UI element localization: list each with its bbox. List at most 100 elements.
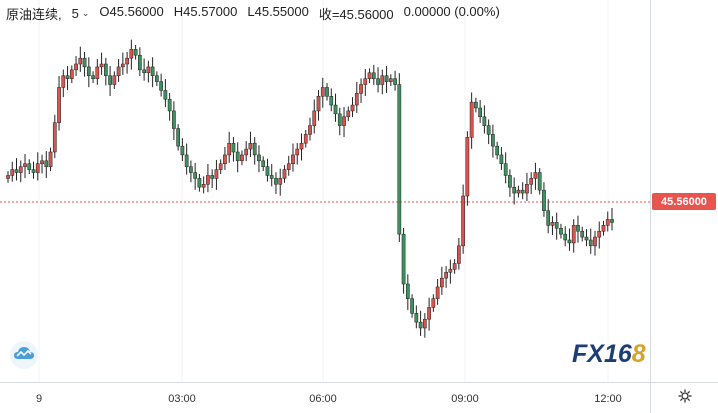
candle bbox=[35, 152, 40, 181]
candle-body bbox=[138, 54, 142, 71]
candle-body bbox=[333, 104, 338, 115]
candle bbox=[163, 78, 168, 108]
candle bbox=[444, 266, 448, 288]
candle bbox=[554, 212, 559, 240]
candle bbox=[257, 145, 261, 173]
time-label-0300: 03:00 bbox=[168, 393, 196, 405]
candle-body bbox=[316, 96, 321, 112]
chevron-down-icon: ⌄ bbox=[81, 8, 90, 18]
symbol-label[interactable]: 原油连续, bbox=[6, 7, 62, 22]
candle bbox=[218, 159, 223, 174]
candle bbox=[401, 227, 406, 294]
candle-body bbox=[69, 69, 74, 79]
candle-body bbox=[478, 107, 482, 118]
chart-type-button[interactable] bbox=[10, 341, 38, 369]
candle bbox=[248, 131, 253, 157]
candle bbox=[427, 297, 431, 331]
candle bbox=[197, 174, 202, 192]
candle-body bbox=[10, 169, 15, 176]
candle bbox=[320, 77, 325, 108]
candle-body bbox=[44, 160, 49, 167]
candle-body bbox=[86, 66, 91, 76]
candle bbox=[448, 259, 453, 284]
candle bbox=[265, 158, 270, 182]
candle bbox=[189, 160, 193, 183]
candle bbox=[529, 172, 534, 194]
candle bbox=[537, 168, 542, 195]
candle bbox=[65, 66, 70, 91]
candle-body bbox=[163, 90, 168, 100]
candle bbox=[10, 161, 15, 182]
candle-body bbox=[184, 154, 189, 167]
candle bbox=[176, 124, 180, 151]
candle-body bbox=[559, 228, 563, 235]
candle-body bbox=[444, 272, 448, 279]
candle bbox=[31, 161, 36, 179]
candle-body bbox=[240, 154, 244, 162]
candle bbox=[312, 99, 317, 134]
chart-area[interactable]: 原油连续, 5 ⌄ O45.56000 H45.57000 L45.55000 … bbox=[0, 0, 650, 382]
candle bbox=[112, 71, 117, 89]
candle bbox=[601, 220, 606, 236]
candle bbox=[159, 73, 163, 97]
candle-body bbox=[252, 142, 257, 156]
candle-body bbox=[129, 49, 134, 59]
price-axis[interactable] bbox=[650, 0, 718, 382]
candle-body bbox=[401, 233, 406, 285]
candle-body bbox=[354, 93, 359, 106]
candle bbox=[82, 51, 87, 77]
candle bbox=[550, 216, 555, 236]
candle bbox=[108, 66, 112, 96]
candle-body bbox=[125, 57, 129, 65]
candle bbox=[91, 71, 95, 84]
candle bbox=[235, 142, 240, 173]
candle-body bbox=[61, 75, 66, 88]
candle-body bbox=[82, 57, 87, 68]
candle bbox=[23, 154, 27, 179]
candle bbox=[525, 172, 529, 201]
candle-body bbox=[337, 113, 342, 126]
logo-text-accent: 8 bbox=[631, 340, 646, 368]
candle bbox=[588, 228, 593, 254]
candle-body bbox=[244, 148, 249, 156]
change-value: 0.00000 (0.00%) bbox=[403, 4, 500, 19]
candle bbox=[597, 221, 602, 249]
candle-body bbox=[363, 78, 368, 85]
candle bbox=[342, 107, 346, 138]
candle-body bbox=[580, 230, 585, 238]
candle-body bbox=[605, 219, 610, 226]
candle-body bbox=[461, 195, 465, 247]
candle-body bbox=[261, 160, 266, 167]
candle bbox=[503, 152, 508, 184]
time-label-1200: 12:00 bbox=[594, 393, 622, 405]
candle bbox=[559, 223, 563, 239]
candle bbox=[567, 228, 572, 251]
candle bbox=[223, 147, 227, 170]
candle-body bbox=[563, 233, 568, 241]
candle-body bbox=[120, 63, 125, 68]
candle-body bbox=[499, 154, 504, 164]
candle bbox=[193, 162, 198, 190]
settings-button[interactable] bbox=[650, 382, 718, 413]
candle bbox=[14, 158, 19, 181]
candle bbox=[457, 237, 461, 270]
candle-body bbox=[303, 134, 308, 144]
candle-body bbox=[427, 307, 431, 320]
candle-body bbox=[350, 104, 355, 112]
candle bbox=[103, 57, 108, 86]
time-axis[interactable]: 9 03:00 06:00 09:00 12:00 bbox=[0, 382, 650, 413]
candle bbox=[495, 141, 500, 160]
candle-body bbox=[95, 66, 100, 79]
candle-body bbox=[431, 298, 436, 308]
candle bbox=[244, 141, 249, 162]
candle-body bbox=[103, 63, 108, 76]
candle bbox=[18, 160, 23, 183]
candle bbox=[435, 279, 440, 305]
candle bbox=[346, 106, 351, 122]
candlestick-chart[interactable] bbox=[0, 0, 650, 382]
candle bbox=[227, 131, 232, 163]
candle-body bbox=[397, 84, 402, 235]
candle-body bbox=[371, 72, 376, 79]
timeframe-selector[interactable]: 5 ⌄ bbox=[72, 4, 90, 23]
candle bbox=[486, 119, 491, 145]
